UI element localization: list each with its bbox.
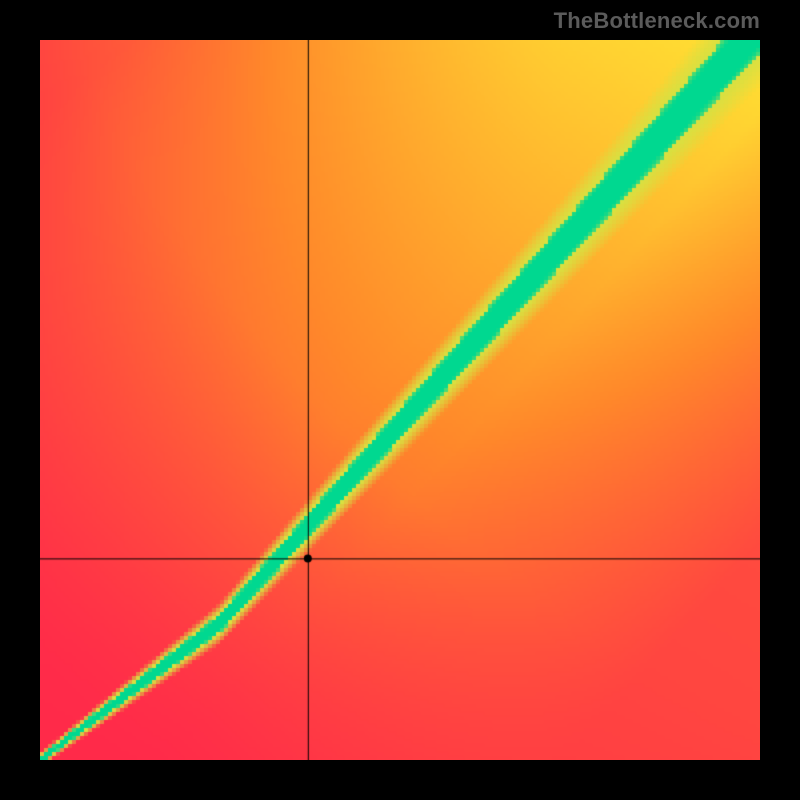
bottleneck-heatmap — [40, 40, 760, 760]
watermark-text: TheBottleneck.com — [554, 8, 760, 34]
